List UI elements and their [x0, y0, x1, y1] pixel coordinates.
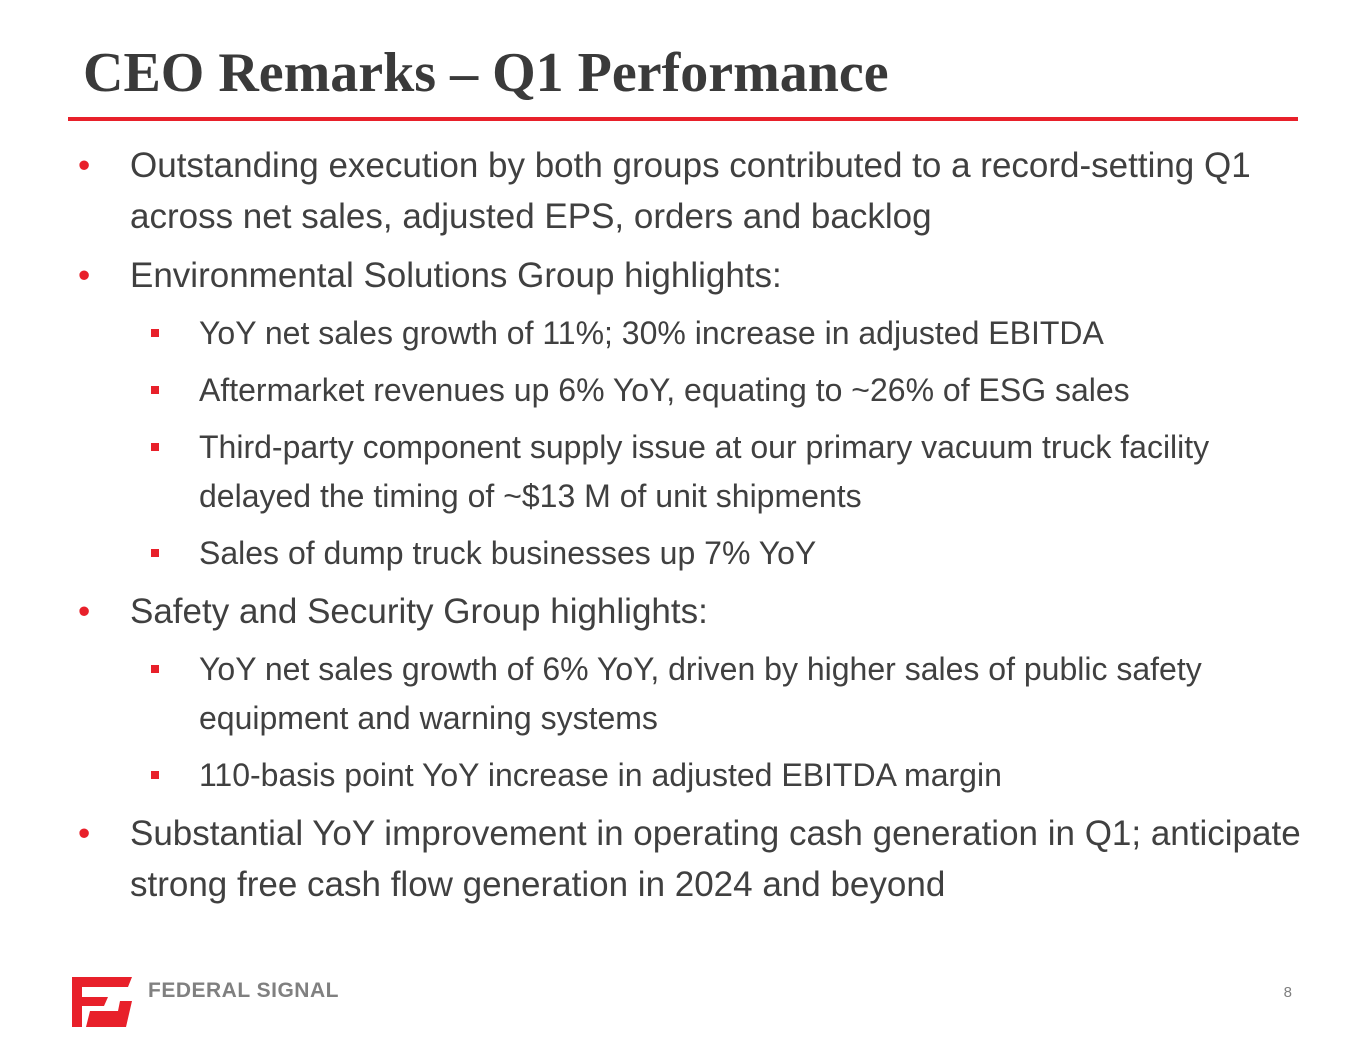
sub-bullet-text: YoY net sales growth of 6% YoY, driven b… — [199, 651, 1202, 736]
bullet-text: Substantial YoY improvement in operating… — [130, 814, 1301, 904]
sub-bullet-item: Aftermarket revenues up 6% YoY, equating… — [78, 366, 1308, 415]
sub-bullet-item: 110-basis point YoY increase in adjusted… — [78, 751, 1308, 800]
slide-body: • Outstanding execution by both groups c… — [78, 140, 1308, 918]
federal-signal-logo: FEDERAL SIGNAL — [68, 973, 358, 1029]
bullet-text: Safety and Security Group highlights: — [130, 592, 708, 631]
bullet-marker: • — [78, 256, 91, 295]
page-number: 8 — [1283, 984, 1292, 1001]
bullet-marker: • — [78, 592, 91, 631]
sub-bullet-item: Sales of dump truck businesses up 7% YoY — [78, 529, 1308, 578]
sub-bullet-text: Third-party component supply issue at ou… — [199, 429, 1210, 514]
square-bullet-icon — [151, 771, 159, 779]
bullet-marker: • — [78, 146, 91, 185]
sub-bullet-item: Third-party component supply issue at ou… — [78, 423, 1308, 521]
bullet-text: Outstanding execution by both groups con… — [130, 146, 1251, 236]
bullet-item: • Substantial YoY improvement in operati… — [78, 808, 1308, 910]
square-bullet-icon — [151, 549, 159, 557]
slide-title: CEO Remarks – Q1 Performance — [83, 42, 889, 104]
square-bullet-icon — [151, 386, 159, 394]
logo-wordmark: FEDERAL SIGNAL — [148, 979, 339, 1002]
square-bullet-icon — [151, 329, 159, 337]
sub-bullet-text: YoY net sales growth of 11%; 30% increas… — [199, 315, 1104, 351]
sub-bullet-text: 110-basis point YoY increase in adjusted… — [199, 757, 1002, 793]
bullet-item: • Environmental Solutions Group highligh… — [78, 250, 1308, 301]
square-bullet-icon — [151, 665, 159, 673]
federal-signal-logo-icon — [72, 977, 132, 1027]
sub-bullet-item: YoY net sales growth of 11%; 30% increas… — [78, 309, 1308, 358]
bullet-item: • Safety and Security Group highlights: — [78, 586, 1308, 637]
bullet-item: • Outstanding execution by both groups c… — [78, 140, 1308, 242]
bullet-text: Environmental Solutions Group highlights… — [130, 256, 782, 295]
title-divider — [68, 117, 1298, 121]
bullet-marker: • — [78, 814, 91, 853]
sub-bullet-item: YoY net sales growth of 6% YoY, driven b… — [78, 645, 1308, 743]
sub-bullet-text: Aftermarket revenues up 6% YoY, equating… — [199, 372, 1130, 408]
sub-bullet-text: Sales of dump truck businesses up 7% YoY — [199, 535, 817, 571]
square-bullet-icon — [151, 443, 159, 451]
